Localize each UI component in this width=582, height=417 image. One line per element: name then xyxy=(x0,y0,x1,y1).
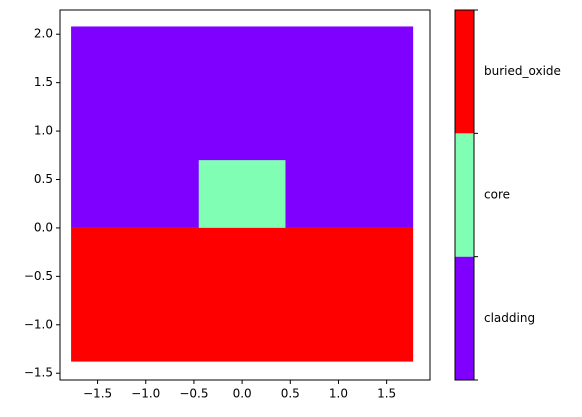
y-tick-label: 1.5 xyxy=(34,75,53,89)
legend-label: cladding xyxy=(484,311,535,325)
y-tick-label: −1.0 xyxy=(24,317,53,331)
y-tick-label: 1.0 xyxy=(34,124,53,138)
region xyxy=(198,160,286,228)
legend-label: buried_oxide xyxy=(484,64,561,78)
y-tick-label: −1.5 xyxy=(24,366,53,380)
y-tick-label: 2.0 xyxy=(34,27,53,41)
region xyxy=(71,227,414,362)
plot-frame xyxy=(59,9,431,381)
x-tick-label: −1.0 xyxy=(131,387,160,401)
y-tick-label: −0.5 xyxy=(24,269,53,283)
colorbar-swatch xyxy=(455,256,474,380)
y-tick-label: 0.0 xyxy=(34,220,53,234)
x-tick-label: 0.5 xyxy=(281,387,300,401)
colorbar-frame xyxy=(454,9,475,381)
y-tick-label: 0.5 xyxy=(34,172,53,186)
x-tick-label: 0.0 xyxy=(233,387,252,401)
x-tick-label: −1.5 xyxy=(83,387,112,401)
colorbar-swatch xyxy=(455,133,474,257)
x-tick-label: 1.5 xyxy=(377,387,396,401)
x-tick-label: 1.0 xyxy=(329,387,348,401)
colorbar-swatch xyxy=(455,10,474,134)
legend-label: core xyxy=(484,188,510,202)
x-tick-label: −0.5 xyxy=(179,387,208,401)
